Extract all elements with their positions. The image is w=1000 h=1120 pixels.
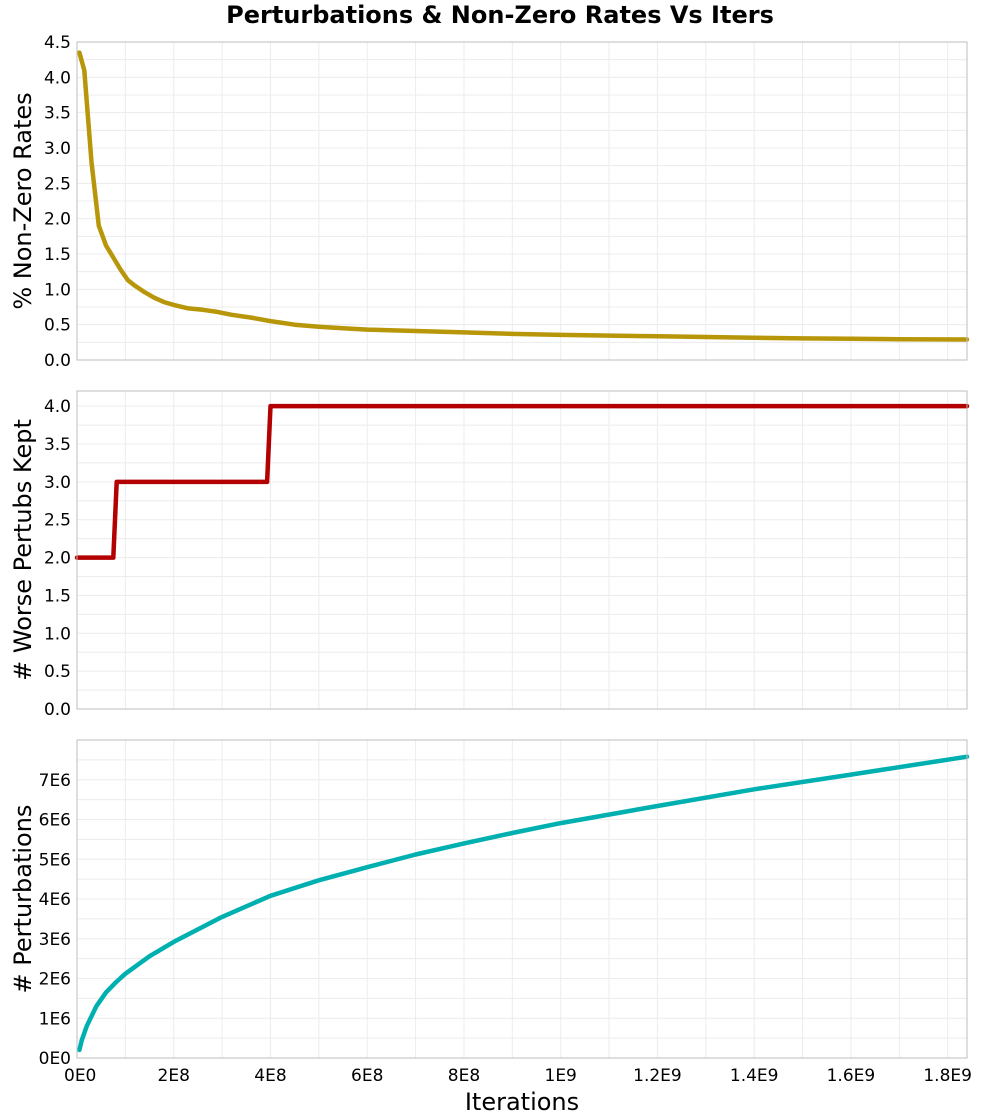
- y-tick-label: 0.0: [44, 700, 71, 720]
- y-axis-label: % Non-Zero Rates: [9, 92, 37, 309]
- y-axis-label: # Perturbations: [9, 805, 37, 994]
- y-tick-label: 3.0: [44, 473, 71, 493]
- y-tick-label: 0E0: [39, 1049, 71, 1069]
- y-tick-label: 4.0: [44, 68, 71, 88]
- y-tick-label: 6E6: [39, 811, 71, 831]
- y-tick-label: 3.5: [44, 104, 71, 124]
- y-axis-label: # Worse Pertubs Kept: [9, 419, 37, 681]
- y-tick-label: 0.0: [44, 351, 71, 371]
- x-tick-label: 1.6E9: [827, 1066, 876, 1086]
- panels: 0.0 0.5 1.0 1.5 2.0 2.5 3.0 3.5 4.0 4.5 % Non-Zero…: [9, 33, 972, 1086]
- y-tick-label: 0.5: [44, 662, 71, 682]
- plot-frame: [76, 41, 968, 361]
- panel-1: 0.0 0.5 1.0 1.5 2.0 2.5 3.0 3.5 4.0 4.5 % Non-Zero…: [9, 33, 970, 371]
- y-tick-label: 1.5: [44, 586, 71, 606]
- y-tick-label: 3.0: [44, 139, 71, 159]
- y-tick-label: 7E6: [39, 771, 71, 791]
- y-tick-label: 5E6: [39, 850, 71, 870]
- panel-3: 0E0 1E6 2E6 3E6 4E6 5E6 6E6 7E6# Perturbations 0…: [9, 739, 972, 1086]
- y-tick-label: 4.0: [44, 397, 71, 417]
- x-tick-label: 0E0: [64, 1066, 96, 1086]
- y-tick-label: 1.5: [44, 245, 71, 265]
- y-tick-label: 0.5: [44, 316, 71, 336]
- y-tick-label: 2.5: [44, 174, 71, 194]
- x-tick-label: 1E9: [545, 1066, 577, 1086]
- x-tick-label: 1.4E9: [730, 1066, 779, 1086]
- y-tick-label: 2E6: [39, 970, 71, 990]
- y-tick-label: 1.0: [44, 624, 71, 644]
- y-tick-label: 4E6: [39, 890, 71, 910]
- plot-frame: [76, 739, 968, 1059]
- panel-2: 0.0 0.5 1.0 1.5 2.0 2.5 3.0 3.5 4.0 # Worse Pertu…: [9, 390, 970, 720]
- x-tick-label: 4E8: [254, 1066, 286, 1086]
- x-tick-label: 6E8: [351, 1066, 383, 1086]
- series-line-3: [77, 754, 970, 1053]
- x-axis-label: Iterations: [465, 1088, 579, 1116]
- series-line-2: [74, 403, 970, 560]
- x-tick-label: 1.8E9: [923, 1066, 972, 1086]
- y-tick-label: 1E6: [39, 1009, 71, 1029]
- series-line-1: [77, 50, 970, 342]
- y-tick-label: 4.5: [44, 33, 71, 53]
- x-tick-label: 1.2E9: [633, 1066, 682, 1086]
- chart-title: Perturbations & Non-Zero Rates Vs Iters: [226, 1, 774, 29]
- x-tick-label: 2E8: [158, 1066, 190, 1086]
- y-tick-label: 2.5: [44, 511, 71, 531]
- y-tick-label: 2.0: [44, 210, 71, 230]
- plot-frame: [76, 390, 968, 710]
- y-tick-label: 2.0: [44, 549, 71, 569]
- x-tick-label: 8E8: [448, 1066, 480, 1086]
- y-tick-label: 1.0: [44, 280, 71, 300]
- y-tick-label: 3.5: [44, 435, 71, 455]
- plot-area: [77, 391, 967, 709]
- y-tick-label: 3E6: [39, 930, 71, 950]
